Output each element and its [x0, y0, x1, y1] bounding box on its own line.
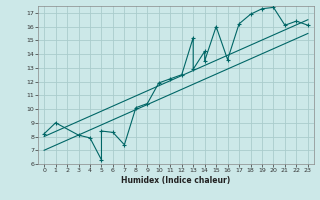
X-axis label: Humidex (Indice chaleur): Humidex (Indice chaleur): [121, 176, 231, 185]
